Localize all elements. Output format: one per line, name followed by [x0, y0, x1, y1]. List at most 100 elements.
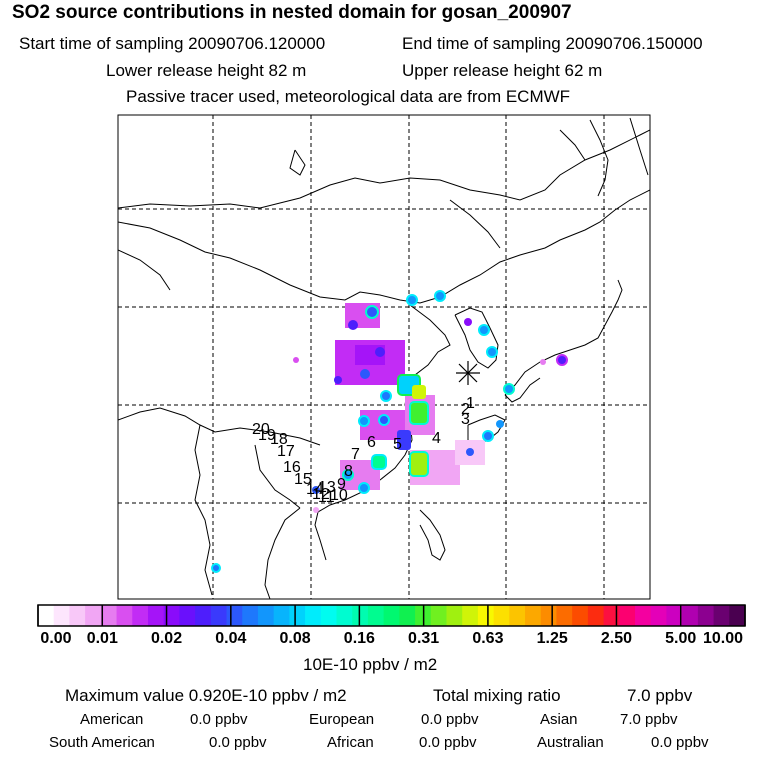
- colorbar-tick-label: 10.00: [702, 630, 744, 647]
- colorbar-swatch: [587, 605, 605, 626]
- plume-hotspot: [293, 357, 299, 363]
- so2-plume: [211, 290, 568, 573]
- region-south-american-value: 0.0 ppbv: [209, 734, 267, 751]
- source-label-13: 13: [318, 479, 336, 496]
- source-labels: 1 2 3 4 5 6 7 8 9 10 11 12 13 14 15 16 1…: [252, 395, 475, 506]
- colorbar-swatch: [462, 605, 479, 626]
- plume-hotspot: [482, 430, 494, 442]
- map-area: 1 2 3 4 5 6 7 8 9 10 11 12 13 14 15 16 1…: [118, 115, 650, 599]
- colorbar-swatch: [697, 605, 715, 626]
- plume-hotspot: [348, 320, 358, 330]
- coastlines: [118, 117, 650, 599]
- upper-release-label: Upper release height 62 m: [402, 61, 603, 80]
- colorbar-swatch: [477, 605, 495, 626]
- plume-hotspot: [496, 420, 504, 428]
- colorbar-swatch: [493, 605, 510, 626]
- plume-hotspot: [360, 369, 370, 379]
- colorbar-swatch: [367, 605, 385, 626]
- total-mixing-label: Total mixing ratio: [433, 686, 561, 705]
- colorbar: [38, 605, 746, 626]
- max-value-label: Maximum value 0.920E-10 ppbv / m2: [65, 686, 347, 705]
- source-label-16: 16: [283, 459, 301, 476]
- plume-hotspot: [334, 376, 342, 384]
- colorbar-ticks: [37, 605, 746, 626]
- lower-release-label: Lower release height 82 m: [106, 61, 307, 80]
- colorbar-swatch: [729, 605, 746, 626]
- colorbar-tick-label: 0.08: [279, 630, 311, 647]
- colorbar-swatch: [85, 605, 102, 626]
- colorbar-swatch: [713, 605, 730, 626]
- start-time-label: Start time of sampling 20090706.120000: [19, 34, 326, 53]
- plume-hotspot: [478, 324, 490, 336]
- source-label-6: 6: [367, 434, 376, 451]
- source-label-20: 20: [252, 421, 270, 438]
- colorbar-tick-label: 0.63: [472, 630, 504, 647]
- map-frame: [117, 114, 651, 600]
- colorbar-swatch: [38, 605, 55, 626]
- source-label-11: 11: [318, 489, 335, 506]
- plume-hotspot: [556, 354, 568, 366]
- colorbar-tick-label: 0.02: [150, 630, 183, 647]
- plume-hotspot: [313, 507, 319, 513]
- colorbar-swatch: [619, 605, 636, 626]
- source-label-5: 5: [393, 436, 402, 453]
- colorbar-swatch: [195, 605, 212, 626]
- colorbar-swatch: [69, 605, 86, 626]
- colorbar-swatch: [556, 605, 573, 626]
- region-south-american-name: South American: [49, 734, 155, 751]
- colorbar-swatch: [603, 605, 620, 626]
- colorbar-swatch: [650, 605, 668, 626]
- colorbar-swatch: [147, 605, 165, 626]
- source-label-15: 15: [294, 471, 312, 488]
- plume-hotspot: [358, 415, 370, 427]
- source-label-2: 2: [461, 401, 470, 418]
- colorbar-swatch: [352, 605, 369, 626]
- colorbar-tick-label: 0.04: [215, 630, 247, 647]
- source-label-14: 14: [306, 481, 324, 498]
- source-label-19: 19: [258, 427, 276, 444]
- colorbar-swatch: [53, 605, 71, 626]
- colorbar-swatch: [635, 605, 652, 626]
- colorbar-swatch: [430, 605, 448, 626]
- plume-hotspot: [358, 482, 370, 494]
- region-african-value: 0.0 ppbv: [419, 734, 477, 751]
- plume-hotspot: [397, 430, 411, 450]
- plume-hotspot: [342, 469, 354, 481]
- plume-hotspot: [434, 290, 446, 302]
- colorbar-swatch: [210, 605, 228, 626]
- colorbar-swatch: [446, 605, 463, 626]
- colorbar-swatch: [132, 605, 149, 626]
- colorbar-tick-label: 0.01: [86, 630, 118, 647]
- source-label-4: 4: [432, 430, 441, 447]
- source-label-1: 1: [466, 395, 475, 412]
- colorbar-swatch: [116, 605, 133, 626]
- plume-hotspot: [412, 385, 426, 399]
- colorbar-swatch: [305, 605, 322, 626]
- colorbar-unit: 10E-10 ppbv / m2: [303, 655, 438, 674]
- source-label-9: 9: [337, 476, 346, 493]
- region-australian-value: 0.0 ppbv: [651, 734, 709, 751]
- colorbar-swatch: [179, 605, 196, 626]
- plot-title: SO2 source contributions in nested domai…: [12, 2, 572, 23]
- colorbar-swatch: [509, 605, 526, 626]
- colorbar-swatch: [383, 605, 400, 626]
- colorbar-swatch: [666, 605, 683, 626]
- plume-hotspot: [375, 347, 385, 357]
- plume-hotspot: [406, 294, 418, 306]
- colorbar-swatch: [242, 605, 259, 626]
- colorbar-tick-label: 0.31: [408, 630, 440, 647]
- region-american-name: American: [80, 711, 144, 728]
- source-label-3: 3: [461, 411, 470, 428]
- colorbar-tick-label: 2.50: [600, 630, 633, 647]
- tracer-note: Passive tracer used, meteorological data…: [126, 87, 571, 106]
- colorbar-swatch: [336, 605, 353, 626]
- asterisk-receptor-icon: [456, 361, 480, 385]
- plume-hotspot: [486, 346, 498, 358]
- lat-lon-grid: [118, 115, 650, 599]
- plume-hotspot: [464, 318, 472, 326]
- plume-hotspot: [540, 359, 546, 365]
- colorbar-swatch: [572, 605, 589, 626]
- region-african-name: African: [327, 734, 374, 751]
- colorbar-tick-label: 1.25: [536, 630, 568, 647]
- source-label-10: 10: [330, 487, 348, 504]
